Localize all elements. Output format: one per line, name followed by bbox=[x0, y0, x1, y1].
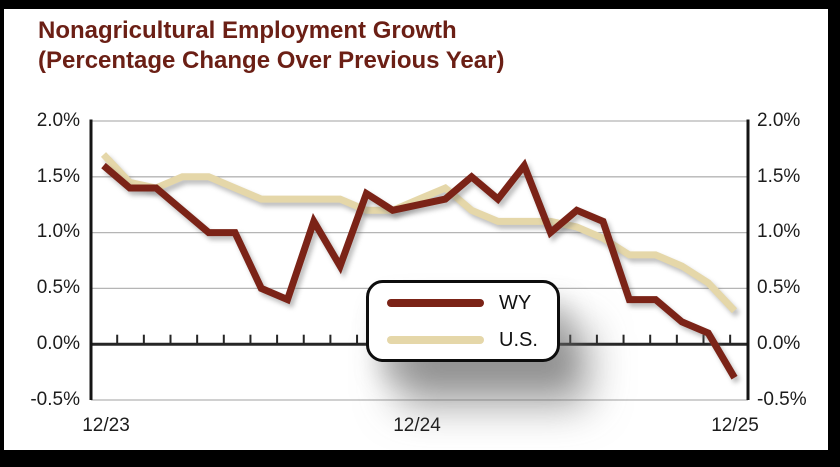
legend-label-us: U.S. bbox=[499, 328, 538, 351]
series-line-wy bbox=[101, 158, 738, 380]
y-axis-label-right: 1.5% bbox=[757, 166, 801, 187]
series-line-us bbox=[100, 152, 738, 314]
legend-entry-wy: WY bbox=[387, 292, 557, 314]
x-axis-label: 12/23 bbox=[82, 415, 130, 436]
slide-background bbox=[4, 9, 828, 450]
chart-title-line2: (Percentage Change Over Previous Year) bbox=[38, 47, 505, 74]
y-axis-label-right: 0.0% bbox=[757, 333, 801, 354]
y-axis-label-left: -0.5% bbox=[30, 389, 80, 410]
y-axis-label-left: 0.0% bbox=[36, 333, 80, 354]
wy-line-swatch bbox=[387, 298, 484, 307]
x-axis-label: 12/24 bbox=[393, 415, 441, 436]
chart-title: Nonagricultural Employment Growth (Perce… bbox=[38, 16, 504, 76]
y-axis-label-right: -0.5% bbox=[757, 389, 807, 410]
x-axis-label: 12/25 bbox=[711, 415, 759, 436]
y-axis-label-right: 1.0% bbox=[757, 221, 801, 242]
legend-label-wy: WY bbox=[499, 291, 532, 314]
y-axis-label-left: 1.5% bbox=[36, 166, 80, 187]
legend-entry-us: U.S. bbox=[387, 329, 557, 351]
y-axis-label-left: 2.0% bbox=[36, 110, 80, 131]
y-axis-label-left: 1.0% bbox=[36, 221, 80, 242]
y-axis-label-right: 2.0% bbox=[757, 110, 801, 131]
y-axis-label-left: 0.5% bbox=[36, 277, 80, 298]
chart-legend: WY U.S. bbox=[366, 280, 560, 362]
chart-title-line1: Nonagricultural Employment Growth bbox=[38, 17, 457, 44]
y-axis-label-right: 0.5% bbox=[757, 277, 801, 298]
us-line-swatch bbox=[387, 335, 484, 344]
